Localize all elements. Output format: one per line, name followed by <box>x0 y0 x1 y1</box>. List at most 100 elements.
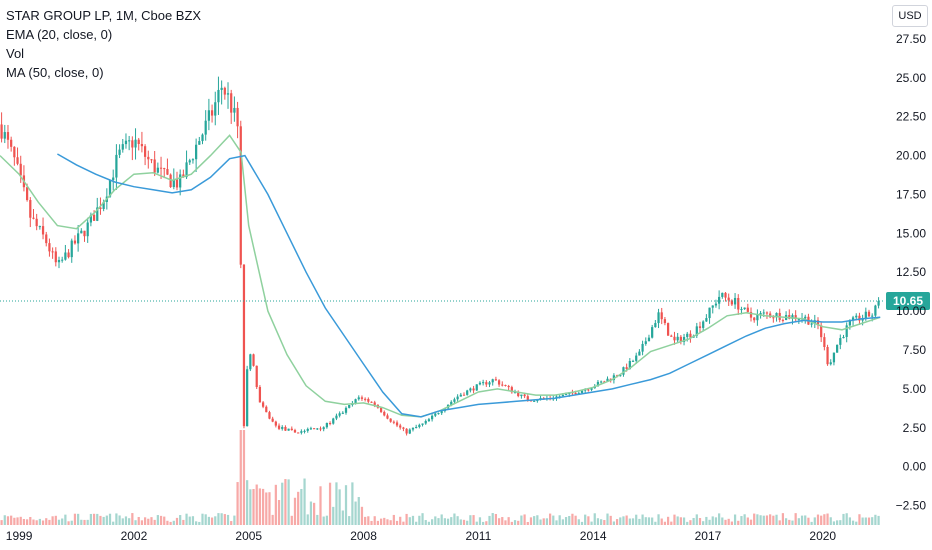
volume-bar <box>756 514 759 525</box>
candle-body <box>682 336 686 342</box>
ma-legend-label[interactable]: MA (50, close, 0) <box>6 65 104 80</box>
candle-body <box>536 400 539 402</box>
candle-body <box>440 411 443 414</box>
ema-legend-label[interactable]: EMA (20, close, 0) <box>6 27 113 42</box>
volume-bar <box>277 500 281 525</box>
volume-bar <box>99 515 102 525</box>
candle-body <box>360 397 364 399</box>
y-tick-label: 20.00 <box>896 149 926 163</box>
candle-body <box>185 162 188 178</box>
volume-bar <box>411 515 415 525</box>
volume-bar <box>83 519 86 525</box>
candle-body <box>686 333 689 337</box>
volume-bar <box>571 513 574 525</box>
volume-bar <box>124 516 128 525</box>
candle-body <box>600 381 603 383</box>
candle-body <box>564 394 568 396</box>
candle-body <box>220 87 223 90</box>
volume-bar <box>625 515 628 525</box>
volume-bar <box>115 513 118 525</box>
volume-bar <box>226 514 230 525</box>
volume-bar <box>220 513 223 525</box>
candle-body <box>797 319 800 321</box>
candle-body <box>70 240 73 258</box>
volume-bar <box>108 513 112 525</box>
volume-bar <box>724 519 727 525</box>
volume-bar <box>555 520 558 525</box>
candle-body <box>61 259 64 261</box>
volume-bar <box>360 506 364 525</box>
volume-bar <box>596 518 600 525</box>
volume-bar <box>102 516 105 525</box>
volume-bar <box>306 514 309 525</box>
volume-bar <box>784 518 788 525</box>
candle-body <box>475 384 478 391</box>
candle-body <box>332 418 335 424</box>
candle-body <box>587 389 590 391</box>
volume-bar <box>698 518 702 525</box>
volume-bar <box>230 521 233 525</box>
candle-body <box>482 382 485 384</box>
volume-bar <box>520 515 523 525</box>
candle-body <box>131 140 134 148</box>
volume-bar <box>820 515 823 525</box>
candle-body <box>297 432 300 434</box>
volume-bar <box>77 513 80 525</box>
volume-legend-label[interactable]: Vol <box>6 46 25 61</box>
volume-bar <box>364 516 367 525</box>
volume-bar <box>246 480 249 525</box>
volume-bar <box>615 519 619 525</box>
ema-line <box>0 134 881 418</box>
currency-selector[interactable]: USD <box>892 5 928 27</box>
last-price-badge <box>886 292 930 310</box>
candle-body <box>112 177 115 181</box>
candle-body <box>874 305 877 316</box>
volume-bar <box>61 518 64 525</box>
candle-body <box>29 200 32 218</box>
candle-body <box>520 394 523 397</box>
candle-body <box>143 146 147 157</box>
candle-body <box>99 207 102 209</box>
candle-body <box>411 427 415 430</box>
candle-body <box>83 230 86 237</box>
candle-body <box>673 336 676 341</box>
candle-body <box>823 337 826 348</box>
volume-bar <box>268 492 271 525</box>
volume-bar <box>418 515 421 525</box>
candle-body <box>781 319 785 321</box>
candle-body <box>379 407 383 412</box>
volume-bar <box>533 516 536 525</box>
volume-bar <box>794 513 797 525</box>
candle-body <box>708 307 711 319</box>
candle-body <box>281 426 284 429</box>
candle-body <box>501 384 504 386</box>
volume-bar <box>121 518 124 525</box>
volume-bar <box>800 515 804 525</box>
volume-bar <box>855 521 858 525</box>
volume-bar <box>6 516 10 525</box>
candle-body <box>102 201 105 209</box>
candle-body <box>293 430 297 433</box>
candle-body <box>137 139 140 145</box>
x-axis[interactable]: 1999 2002 2005 2008 2011 2014 2017 2020 <box>6 529 837 543</box>
volume-bar <box>781 513 785 525</box>
volume-bar <box>718 513 721 525</box>
candle-body <box>159 167 163 169</box>
candle-body <box>864 311 867 319</box>
volume-bar <box>501 517 504 525</box>
candle-body <box>753 317 756 321</box>
volume-bar <box>118 515 121 525</box>
volume-bar <box>635 514 638 525</box>
indicators <box>0 134 881 418</box>
candle-body <box>663 319 667 324</box>
volume-bar <box>714 517 718 525</box>
volume-bar <box>156 515 159 525</box>
x-tick-label: 2008 <box>350 529 377 543</box>
y-tick-label: 22.50 <box>896 110 926 124</box>
candle-body <box>214 102 217 116</box>
candle-body <box>3 132 6 139</box>
volume-bar <box>13 517 16 525</box>
candle-body <box>762 312 765 314</box>
y-axis[interactable]: 27.50 25.00 22.50 20.00 17.50 15.00 12.50 10.00… <box>896 32 927 513</box>
